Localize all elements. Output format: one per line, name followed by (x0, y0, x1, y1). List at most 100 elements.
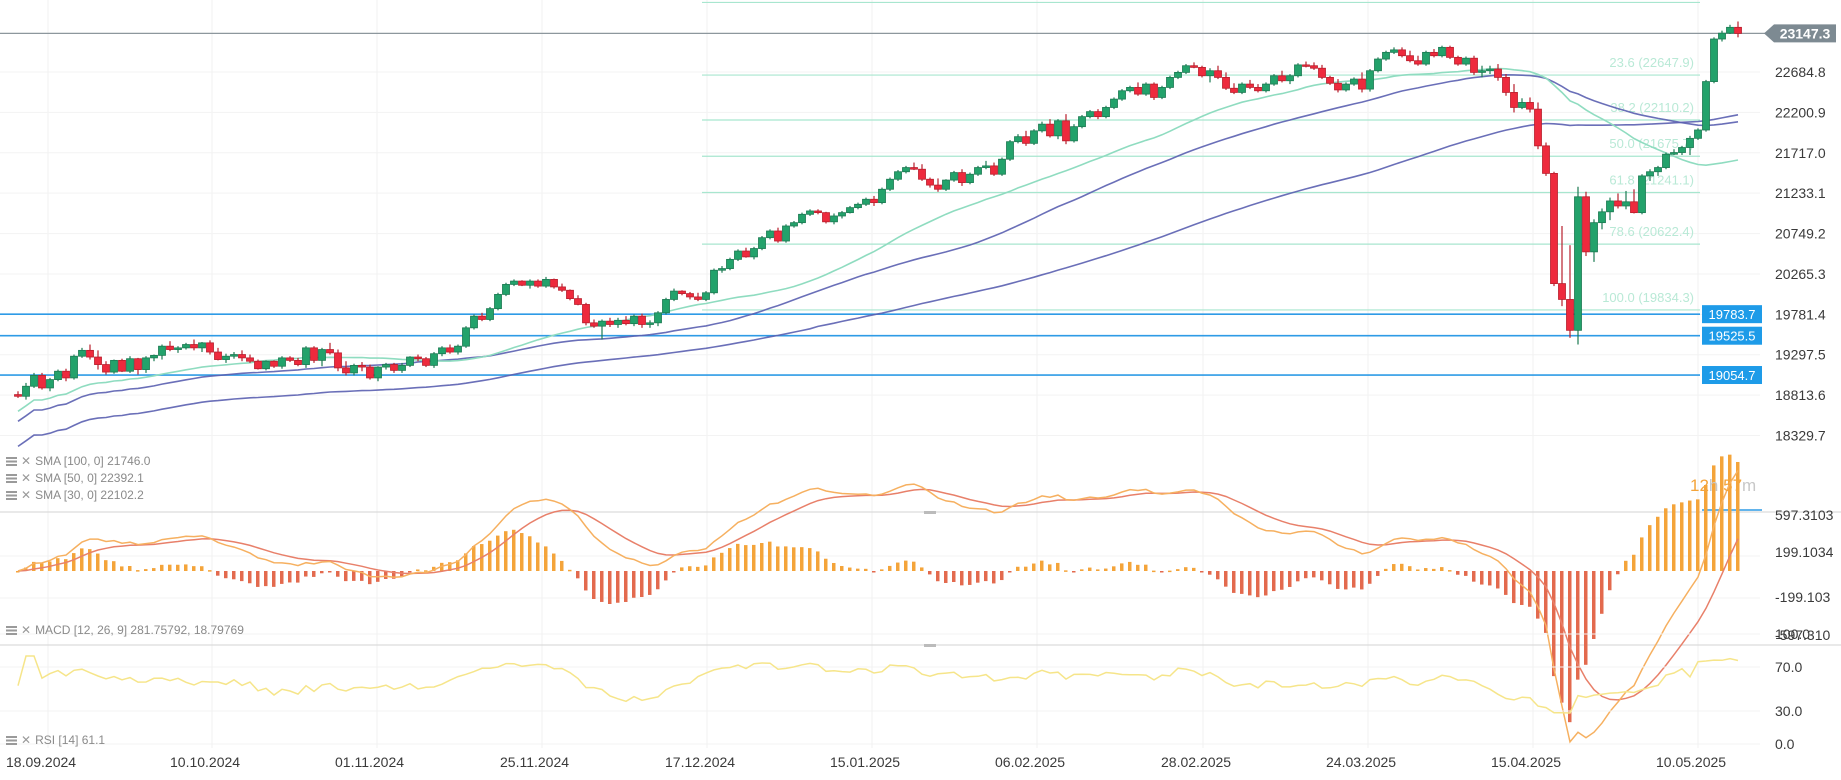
candle-body[interactable] (910, 167, 918, 170)
candle-body[interactable] (1678, 147, 1686, 153)
pane-resize-handle[interactable] (924, 644, 936, 647)
candle-body[interactable] (382, 364, 390, 368)
candle-body[interactable] (694, 296, 702, 300)
candle-body[interactable] (102, 364, 110, 373)
candle-body[interactable] (1054, 120, 1062, 137)
candle-body[interactable] (182, 344, 190, 349)
candle-body[interactable] (38, 375, 46, 389)
close-icon[interactable]: ✕ (21, 733, 32, 747)
candle-body[interactable] (1342, 83, 1350, 91)
candle-body[interactable] (1654, 167, 1662, 173)
candle-body[interactable] (958, 172, 966, 183)
candle-body[interactable] (1302, 64, 1310, 67)
candle-body[interactable] (1598, 211, 1606, 224)
candle-body[interactable] (1126, 87, 1134, 92)
candle-body[interactable] (150, 354, 158, 359)
candle-body[interactable] (822, 212, 830, 223)
candle-body[interactable] (1278, 75, 1286, 82)
candle-body[interactable] (670, 290, 678, 300)
sma100-legend[interactable]: ✕ SMA [100, 0] 21746.0 (6, 454, 150, 468)
candle-body[interactable] (1526, 102, 1534, 110)
candle-body[interactable] (1142, 83, 1150, 95)
candle-body[interactable] (1134, 87, 1142, 95)
candle-body[interactable] (1422, 51, 1430, 65)
candle-body[interactable] (422, 358, 430, 366)
candle-body[interactable] (230, 354, 238, 357)
candle-body[interactable] (30, 375, 38, 387)
close-icon[interactable]: ✕ (21, 471, 32, 485)
candle-body[interactable] (1574, 196, 1582, 331)
candle-body[interactable] (294, 359, 302, 365)
candle-body[interactable] (1686, 137, 1694, 148)
candle-body[interactable] (974, 167, 982, 175)
candle-body[interactable] (246, 357, 254, 362)
candle-body[interactable] (814, 210, 822, 214)
rsi-legend[interactable]: ✕ RSI [14] 61.1 (6, 733, 105, 747)
candle-body[interactable] (950, 172, 958, 181)
support-price-tag[interactable] (1702, 366, 1762, 385)
candle-body[interactable] (1542, 145, 1550, 174)
candle-body[interactable] (566, 289, 574, 300)
current-price-tag[interactable] (1764, 24, 1836, 43)
candle-body[interactable] (662, 299, 670, 314)
candle-body[interactable] (46, 379, 54, 389)
candle-body[interactable] (718, 268, 726, 271)
candle-body[interactable] (1334, 82, 1342, 91)
candle-body[interactable] (14, 394, 22, 397)
settings-icon[interactable] (6, 473, 17, 483)
candle-body[interactable] (1062, 120, 1070, 142)
candle-body[interactable] (630, 315, 638, 325)
candle-body[interactable] (1726, 26, 1734, 34)
candle-body[interactable] (54, 370, 62, 380)
candle-body[interactable] (854, 203, 862, 209)
candle-body[interactable] (414, 356, 422, 360)
candle-body[interactable] (1230, 87, 1238, 93)
candle-body[interactable] (278, 357, 286, 367)
candle-body[interactable] (878, 188, 886, 204)
candle-body[interactable] (1078, 116, 1086, 128)
candle-body[interactable] (1110, 98, 1118, 108)
candle-body[interactable] (174, 347, 182, 350)
sma50-legend[interactable]: ✕ SMA [50, 0] 22392.1 (6, 471, 144, 485)
candle-body[interactable] (1670, 152, 1678, 155)
candle-body[interactable] (1206, 70, 1214, 77)
candle-body[interactable] (838, 212, 846, 217)
candle-body[interactable] (1430, 51, 1438, 57)
candle-body[interactable] (1094, 111, 1102, 118)
candle-body[interactable] (622, 319, 630, 325)
candle-body[interactable] (310, 347, 318, 361)
candle-body[interactable] (766, 230, 774, 239)
candle-body[interactable] (1518, 102, 1526, 108)
candle-body[interactable] (262, 360, 270, 370)
close-icon[interactable]: ✕ (21, 488, 32, 502)
candle-body[interactable] (142, 357, 150, 370)
candle-body[interactable] (934, 184, 942, 190)
candle-body[interactable] (1694, 129, 1702, 139)
candle-body[interactable] (1190, 65, 1198, 68)
candle-body[interactable] (550, 279, 558, 288)
candle-body[interactable] (726, 258, 734, 269)
candle-body[interactable] (830, 215, 838, 223)
candle-body[interactable] (318, 349, 326, 361)
candle-body[interactable] (574, 298, 582, 305)
candle-body[interactable] (1046, 123, 1054, 137)
candle-body[interactable] (1102, 107, 1110, 118)
candle-body[interactable] (1318, 67, 1326, 78)
candle-body[interactable] (1174, 72, 1182, 78)
candle-body[interactable] (1510, 92, 1518, 108)
candle-body[interactable] (214, 351, 222, 360)
candle-body[interactable] (1734, 26, 1742, 34)
candle-body[interactable] (1718, 32, 1726, 40)
candle-body[interactable] (926, 178, 934, 186)
candle-body[interactable] (358, 364, 366, 368)
candle-body[interactable] (862, 198, 870, 205)
candle-body[interactable] (70, 355, 78, 379)
candle-body[interactable] (1550, 173, 1558, 284)
candle-body[interactable] (94, 356, 102, 365)
candle-body[interactable] (470, 315, 478, 329)
candle-body[interactable] (870, 198, 878, 204)
candle-body[interactable] (1534, 108, 1542, 147)
candle-body[interactable] (558, 286, 566, 291)
candle-body[interactable] (1182, 65, 1190, 73)
